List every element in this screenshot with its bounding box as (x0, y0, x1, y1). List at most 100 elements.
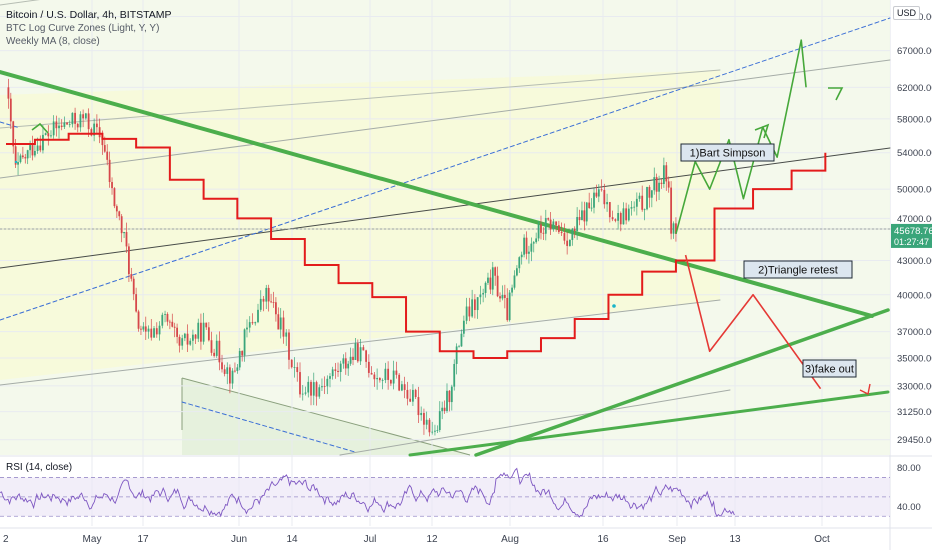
candle-body (573, 228, 576, 232)
price-axis-label: 67000.00 (897, 46, 932, 57)
price-axis-label: 62000.00 (897, 83, 932, 94)
chart-title[interactable]: Bitcoin / U.S. Dollar, 4h, BITSTAMP (6, 9, 172, 21)
candle-body (113, 188, 116, 207)
candle-body (513, 275, 516, 288)
candle-body (544, 218, 547, 234)
candle-body (665, 165, 668, 182)
price-axis-label: 33000.00 (897, 381, 932, 392)
candle-body (471, 299, 474, 317)
arrow-head-icon (828, 87, 844, 101)
weekly-ma-indicator-label[interactable]: Weekly MA (8, close) (6, 36, 100, 47)
candle-body (14, 146, 17, 165)
candle-body (438, 411, 441, 431)
candle-body (425, 419, 428, 425)
candle-body (450, 386, 453, 403)
arrow-head-icon (754, 123, 770, 139)
candle-body (378, 377, 381, 381)
candle-body (21, 155, 24, 158)
candle-body (460, 333, 463, 347)
candle-body (290, 359, 293, 368)
candle-body (270, 301, 272, 303)
bullish-projection-path (675, 39, 807, 234)
candle-body (342, 358, 345, 364)
candle-body (339, 363, 342, 372)
candle-body (614, 219, 617, 221)
candle-body (535, 238, 538, 243)
candle-body (569, 239, 571, 246)
candle-body (409, 398, 412, 402)
candle-body (238, 350, 241, 368)
ascending-trendline (474, 308, 890, 457)
channel-upper-line (0, 59, 891, 179)
candle-body (625, 208, 628, 221)
annotation-bart: 1)Bart Simpson (690, 148, 766, 160)
candle-body (362, 347, 365, 351)
candle-body (571, 228, 574, 240)
currency-badge[interactable]: USD (892, 6, 920, 20)
candle-body (183, 333, 186, 339)
price-axis-label: 54000.00 (897, 148, 932, 159)
candle-body (381, 380, 384, 381)
channel-mid-line (0, 147, 891, 269)
candle-body (608, 202, 611, 218)
candle-body (496, 275, 499, 297)
candle-body (265, 287, 268, 302)
dashed-channel-line (0, 17, 891, 321)
candle-body (585, 202, 588, 222)
candle-body (552, 221, 555, 230)
candle-body (93, 123, 96, 136)
time-axis-label: Oct (814, 534, 830, 545)
arrow-head-icon (859, 383, 871, 396)
candle-body (137, 311, 140, 329)
channel-lower-line (339, 389, 731, 456)
candle-body (588, 202, 591, 209)
candle-body (176, 327, 178, 337)
price-axis-label: 43000.00 (897, 256, 932, 267)
candle-body (658, 182, 660, 192)
countdown-label: 01:27:47 (894, 237, 929, 247)
candle-body (210, 340, 213, 353)
support-trendline (408, 390, 890, 457)
candle-body (479, 294, 482, 298)
candle-body (90, 129, 93, 136)
candle-body (635, 198, 638, 207)
candle-body (236, 367, 239, 371)
candle-body (653, 177, 656, 191)
candle-body (403, 384, 406, 390)
candle-body (259, 298, 262, 310)
candle-body (215, 340, 218, 356)
dashed-channel-line (181, 401, 356, 453)
candle-body (166, 314, 169, 322)
candle-body (401, 384, 403, 391)
candle-body (106, 151, 109, 160)
candle-body (560, 232, 563, 234)
candle-body (520, 254, 523, 258)
candle-body (321, 386, 323, 388)
time-axis-label: 13 (729, 534, 741, 545)
candle-body (147, 328, 150, 332)
candle-body (590, 207, 593, 209)
candle-body (150, 328, 153, 338)
candle-body (518, 257, 521, 269)
candle-body (58, 125, 60, 129)
candle-body (660, 182, 663, 185)
candle-body (120, 216, 123, 234)
candle-body (633, 206, 636, 208)
candle-body (515, 268, 518, 276)
candle-body (52, 121, 55, 136)
candle-body (417, 397, 420, 416)
candle-body (31, 145, 34, 156)
candle-body (63, 122, 66, 127)
candle-body (489, 277, 492, 290)
candle-body (296, 367, 299, 373)
candle-body (373, 374, 376, 380)
candle-body (506, 297, 509, 321)
time-axis-label: Jul (364, 534, 377, 545)
candle-body (501, 294, 504, 299)
candle-body (218, 340, 221, 363)
channel-top-line (0, 69, 721, 129)
log-curve-indicator-label[interactable]: BTC Log Curve Zones (Light, Y, Y) (6, 23, 160, 34)
candle-body (434, 430, 436, 432)
